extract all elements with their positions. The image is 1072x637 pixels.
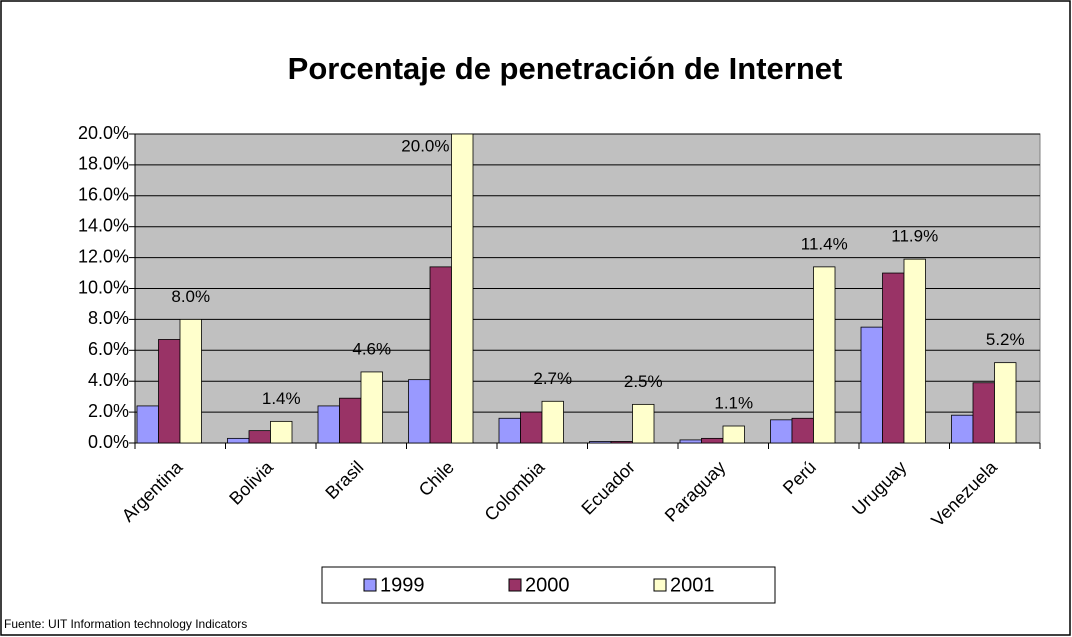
bar: [882, 272, 905, 444]
bar: [791, 417, 814, 444]
bar: [270, 420, 293, 444]
source-note: Fuente: UIT Information technology Indic…: [4, 617, 247, 631]
bar: [813, 266, 836, 444]
bar: [248, 430, 271, 444]
legend-label: 2000: [525, 574, 570, 596]
bar: [339, 397, 362, 444]
data-label: 4.6%: [352, 339, 391, 358]
y-tick-label: 6.0%: [88, 339, 129, 359]
legend-swatch: [508, 578, 522, 592]
bar: [679, 439, 702, 444]
data-label: 11.4%: [801, 234, 848, 253]
legend-label: 2001: [670, 574, 715, 596]
bar: [179, 318, 202, 444]
bar: [541, 400, 564, 444]
legend-box: [321, 566, 776, 604]
y-tick-label: 20.0%: [78, 123, 129, 143]
bar: [951, 414, 974, 444]
bar: [227, 437, 250, 444]
chart-title: Porcentaje de penetración de Internet: [288, 51, 843, 86]
y-tick-label: 8.0%: [88, 308, 129, 328]
data-label: 11.9%: [891, 227, 938, 246]
y-tick-label: 2.0%: [88, 401, 129, 421]
bar: [451, 133, 474, 444]
bar: [408, 379, 431, 444]
data-label: 2.5%: [624, 372, 663, 391]
data-label: 5.2%: [986, 330, 1025, 349]
bar: [994, 362, 1017, 444]
bar: [722, 425, 745, 444]
bar: [498, 417, 521, 444]
data-label: 8.0%: [171, 287, 210, 306]
bar: [632, 403, 655, 444]
y-tick-label: 18.0%: [78, 154, 129, 174]
y-tick-label: 14.0%: [78, 215, 129, 235]
bar: [903, 258, 926, 444]
y-tick-label: 0.0%: [88, 432, 129, 452]
y-tick-label: 12.0%: [78, 246, 129, 266]
bar: [429, 266, 452, 444]
bar: [520, 411, 543, 444]
bar: [610, 441, 633, 444]
legend-swatch: [653, 578, 667, 592]
bar: [360, 371, 383, 444]
legend-swatch: [363, 578, 377, 592]
bar: [317, 405, 340, 444]
y-tick-label: 10.0%: [78, 277, 129, 297]
data-label: 2.7%: [533, 369, 572, 388]
bar: [701, 437, 724, 444]
bar: [770, 419, 793, 444]
bar: [972, 382, 995, 444]
data-label: 1.1%: [714, 393, 753, 412]
y-tick-label: 16.0%: [78, 185, 129, 205]
bar: [136, 405, 159, 444]
legend-label: 1999: [380, 574, 425, 596]
bar: [860, 326, 883, 444]
data-label: 20.0%: [401, 136, 449, 155]
bar: [158, 339, 181, 444]
bar: [589, 441, 612, 444]
data-label: 1.4%: [262, 389, 301, 408]
y-tick-label: 4.0%: [88, 370, 129, 390]
